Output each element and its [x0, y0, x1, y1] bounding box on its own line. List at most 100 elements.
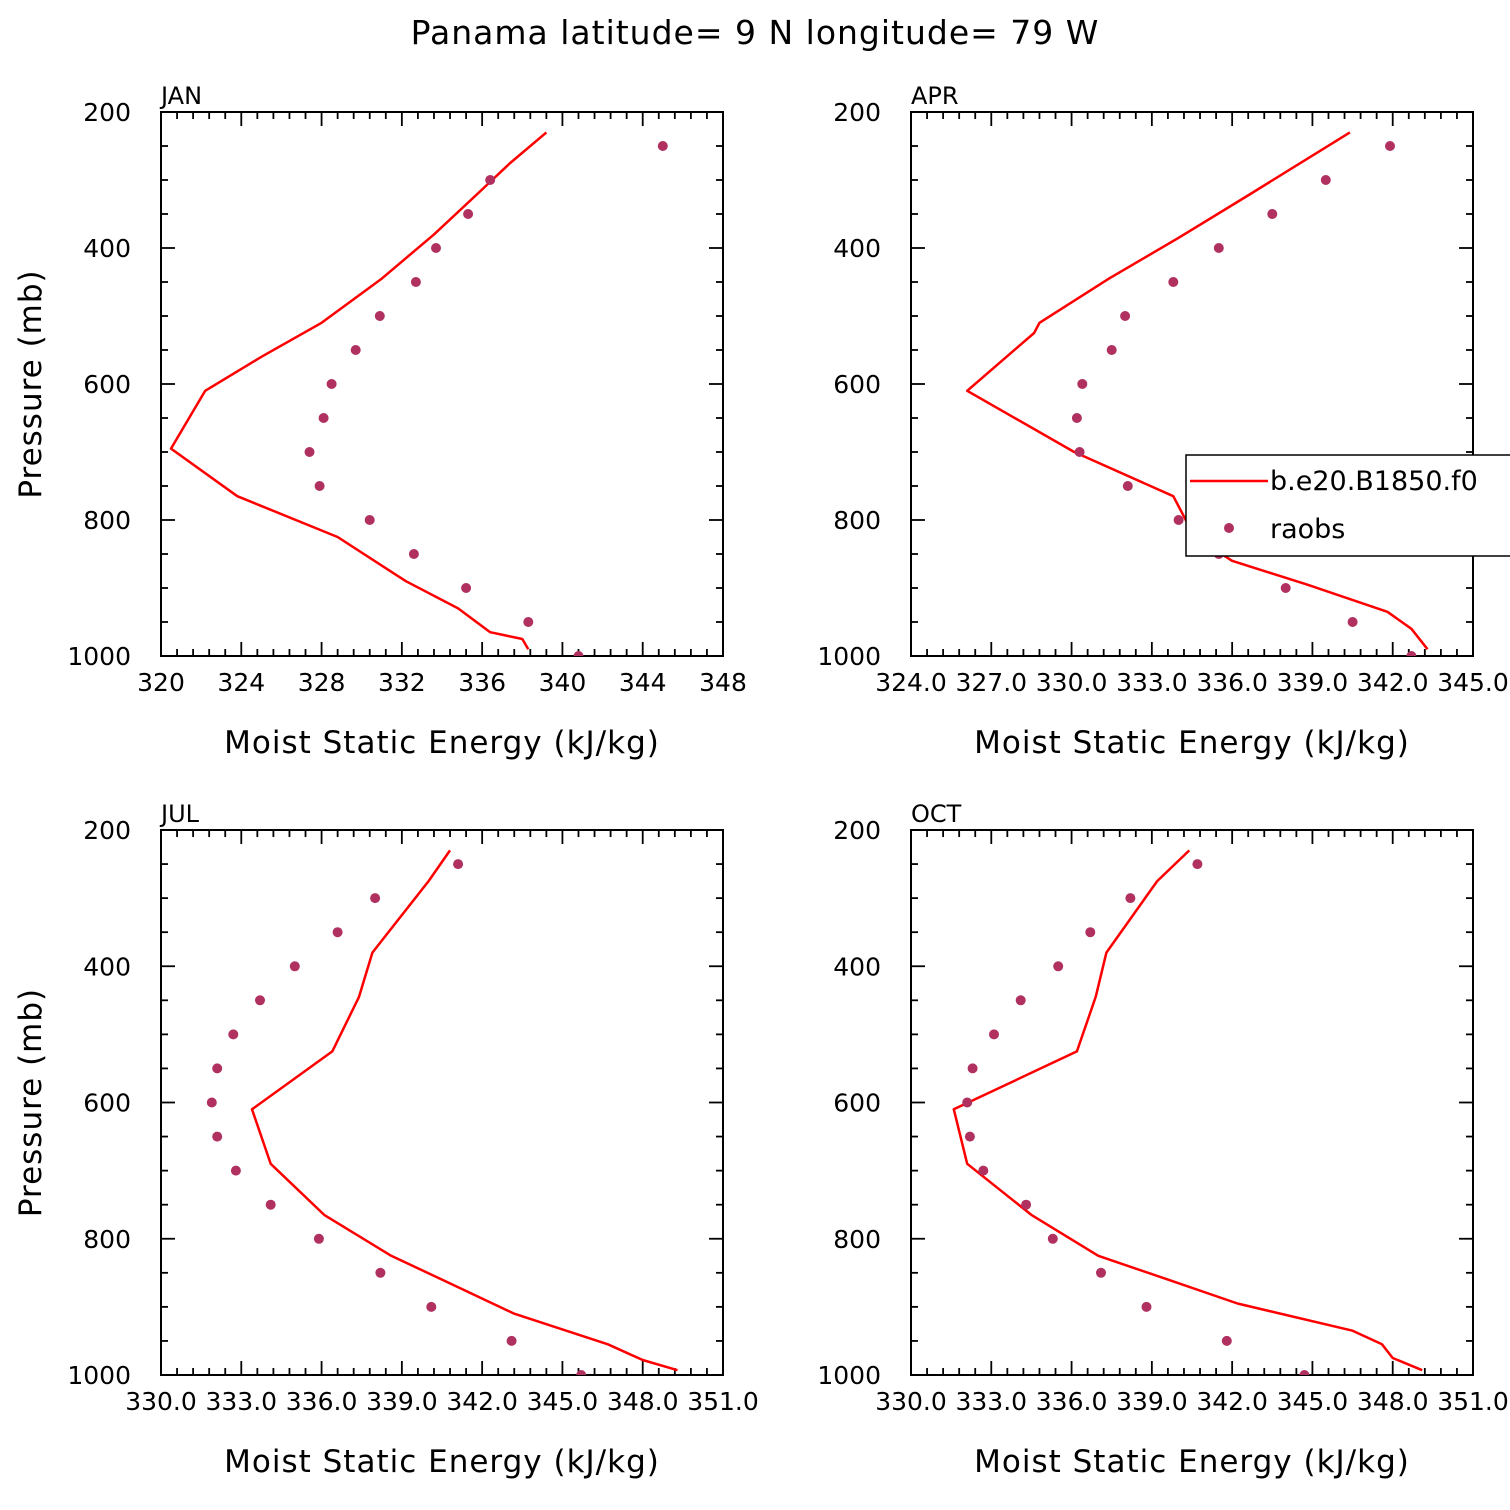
y-tick-label: 200: [83, 98, 131, 127]
raobs-point: [1299, 1370, 1310, 1375]
y-tick-label: 200: [83, 816, 131, 845]
x-tick-label: 344: [619, 668, 667, 697]
panel-jul: JUL 330.0 333.0 336.0 339.0 342.0 345.0 348.0 35…: [13, 800, 759, 1480]
raobs-point: [1280, 583, 1291, 593]
raobs-point: [1074, 447, 1085, 457]
raobs-point: [212, 1063, 223, 1074]
raobs-point: [1053, 961, 1064, 972]
panel-label: OCT: [911, 800, 962, 828]
raobs-point: [657, 141, 668, 151]
raobs-point: [1125, 893, 1136, 904]
x-tick-label: 345.0: [527, 1387, 599, 1416]
raobs-point: [228, 1029, 239, 1040]
x-tick-label: 348.0: [607, 1387, 679, 1416]
x-tick-label: 339.0: [1277, 668, 1349, 697]
raobs-point: [967, 1063, 978, 1074]
raobs-point: [350, 345, 361, 355]
x-tick-label: 351.0: [687, 1387, 759, 1416]
raobs-point: [1071, 413, 1082, 423]
series-group: [965, 131, 1429, 656]
raobs-point: [523, 617, 534, 627]
raobs-point: [485, 175, 496, 185]
raobs-point: [289, 961, 300, 972]
raobs-point: [576, 1370, 587, 1375]
raobs-point: [1096, 1267, 1106, 1278]
raobs-point: [1021, 1199, 1032, 1210]
raobs-point: [1106, 345, 1117, 355]
legend: b.e20.B1850.f0 raobs: [1185, 454, 1510, 557]
y-tick-label: 1000: [817, 642, 881, 671]
x-tick-label: 330.0: [1036, 668, 1108, 697]
y-tick-label: 600: [83, 370, 131, 399]
raobs-point: [1320, 175, 1331, 185]
plot-frame: [160, 829, 724, 1376]
plot-frame: [910, 829, 1474, 1376]
x-tick-label: 345.0: [1437, 668, 1509, 697]
raobs-point: [964, 1131, 975, 1142]
x-tick-label: 333.0: [1116, 668, 1188, 697]
model-series-line: [952, 849, 1423, 1372]
plot-frame: [160, 111, 724, 657]
raobs-point: [410, 277, 421, 287]
x-tick-label: 345.0: [1277, 1387, 1349, 1416]
x-tick-label: 348.0: [1357, 1387, 1429, 1416]
raobs-point: [1077, 379, 1088, 389]
x-tick-label: 324.0: [875, 668, 947, 697]
y-axis-label: Pressure (mb): [13, 988, 49, 1217]
series-group: [952, 849, 1423, 1375]
y-tick-label: 800: [833, 506, 881, 535]
raobs-point: [326, 379, 337, 389]
x-tick-label: 320: [137, 668, 185, 697]
panel-jan: JAN 320 324 328 332 336 340 344 348 200 400 600 800 1…: [13, 82, 747, 761]
raobs-point: [364, 515, 375, 525]
raobs-point: [230, 1165, 241, 1176]
raobs-point: [1168, 277, 1179, 287]
raobs-point: [374, 311, 385, 321]
raobs-point: [573, 651, 584, 656]
y-tick-label: 600: [833, 370, 881, 399]
x-axis-label: Moist Static Energy (kJ/kg): [224, 1444, 660, 1480]
x-tick-label: 351.0: [1437, 1387, 1509, 1416]
raobs-point: [1122, 481, 1133, 491]
y-tick-label: 1000: [67, 1361, 131, 1390]
y-tick-label: 200: [833, 816, 881, 845]
model-series-line: [250, 849, 678, 1372]
panel-oct: OCT 330.0 333.0 336.0 339.0 342.0 345.0 348.0 35…: [817, 800, 1508, 1480]
raobs-point: [370, 893, 381, 904]
x-tick-label: 339.0: [1116, 1387, 1188, 1416]
panel-label: APR: [911, 82, 959, 110]
y-tick-label: 600: [833, 1089, 881, 1118]
y-tick-label: 200: [833, 98, 881, 127]
x-tick-label: 340: [539, 668, 587, 697]
raobs-point: [453, 859, 464, 870]
raobs-point: [1267, 209, 1278, 219]
y-tick-label: 400: [83, 234, 131, 263]
raobs-point: [426, 1301, 437, 1312]
y-tick-label: 1000: [67, 642, 131, 671]
x-axis-label: Moist Static Energy (kJ/kg): [974, 725, 1410, 761]
x-tick-label: 336.0: [1196, 668, 1268, 697]
series-group: [206, 849, 678, 1375]
raobs-point: [304, 447, 315, 457]
raobs-point: [463, 209, 474, 219]
x-axis-label: Moist Static Energy (kJ/kg): [224, 725, 660, 761]
x-tick-label: 342.0: [1196, 1387, 1268, 1416]
x-tick-label: 342.0: [1357, 668, 1429, 697]
raobs-point: [408, 549, 419, 559]
y-tick-label: 800: [833, 1225, 881, 1254]
raobs-point: [265, 1199, 276, 1210]
raobs-point: [1173, 515, 1184, 525]
x-tick-label: 336.0: [1036, 1387, 1108, 1416]
plot-frame: [910, 111, 1474, 657]
x-tick-label: 332: [378, 668, 426, 697]
panel-label: JUL: [159, 800, 200, 828]
x-tick-label: 336: [458, 668, 506, 697]
raobs-point: [1221, 1335, 1232, 1346]
raobs-point: [1085, 927, 1096, 938]
figure-title: Panama latitude= 9 N longitude= 79 W: [411, 13, 1100, 52]
x-tick-label: 330.0: [125, 1387, 197, 1416]
raobs-point: [1406, 651, 1417, 656]
model-series-line: [965, 131, 1429, 650]
legend-obs-swatch: [1224, 523, 1234, 533]
raobs-point: [1120, 311, 1131, 321]
